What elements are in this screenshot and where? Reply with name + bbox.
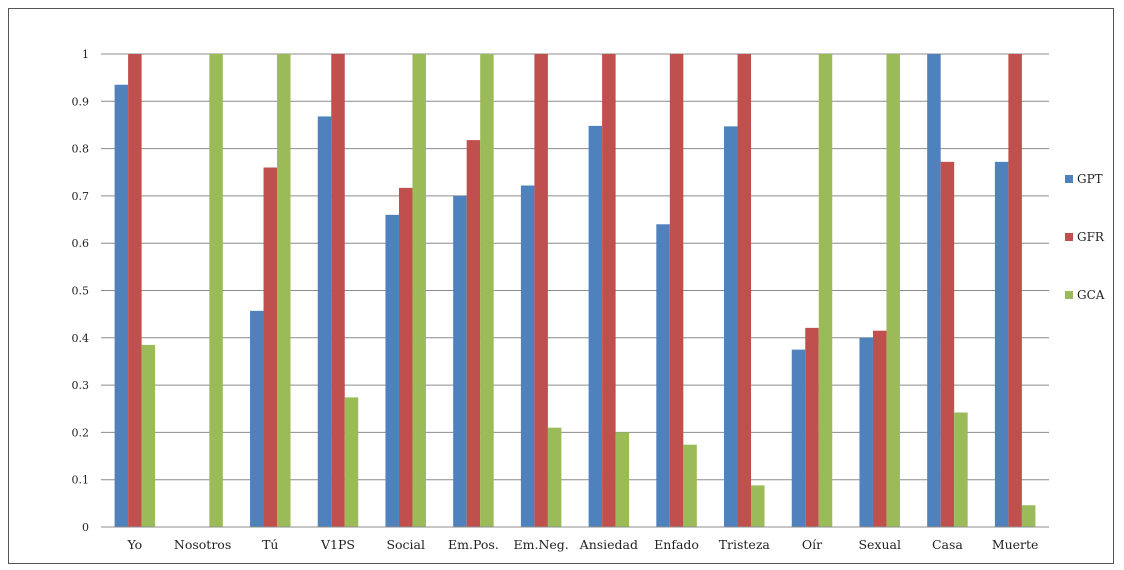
- y-axis-ticks: 0 0.1 0.2 0.3 0.4 0.5 0.6 0.7 0.8 0.9 1: [72, 48, 90, 534]
- bar-gca-0: [141, 344, 156, 527]
- legend-label-gpt: GPT: [1077, 172, 1103, 186]
- legend-swatch-gpt: [1065, 175, 1073, 183]
- bar-chart: 0 0.1 0.2 0.3 0.4 0.5 0.6 0.7 0.8 0.9 1 Yo Nosotros…: [72, 48, 1105, 552]
- bar-gfr-7: [602, 54, 616, 527]
- bar-gpt-4: [385, 214, 399, 527]
- bar-gca-5: [480, 54, 494, 527]
- bar-gfr-9: [737, 54, 752, 527]
- bar-gpt-7: [588, 125, 603, 528]
- bar-gfr-10: [805, 327, 819, 527]
- y-tick-label: 0.7: [72, 190, 90, 203]
- legend-swatch-gca: [1065, 291, 1073, 299]
- bar-gfr-0: [128, 54, 142, 527]
- legend: GPT GFR GCA: [1065, 172, 1105, 302]
- x-tick-label: Nosotros: [174, 537, 231, 552]
- bar-gca-8: [683, 444, 697, 527]
- y-tick-label: 0.3: [72, 379, 90, 392]
- x-tick-label: Muerte: [992, 537, 1039, 552]
- bar-gpt-13: [994, 161, 1009, 527]
- y-tick-label: 0.1: [72, 474, 90, 487]
- bar-gpt-6: [520, 185, 535, 527]
- bar-gca-6: [547, 427, 562, 527]
- bar-gca-12: [954, 412, 968, 527]
- bar-gca-10: [818, 54, 833, 527]
- y-tick-label: 0.9: [72, 95, 90, 108]
- bar-gpt-9: [724, 126, 738, 527]
- bar-gpt-12: [927, 54, 941, 527]
- bar-gca-11: [886, 54, 900, 527]
- bar-gpt-8: [656, 224, 670, 527]
- bar-gca-2: [277, 54, 291, 527]
- y-tick-label: 1: [82, 48, 89, 61]
- x-axis-labels: Yo Nosotros Tú V1PS Social Em.Pos. Em.Neg. Ansi…: [127, 537, 1039, 552]
- x-tick-label: Oír: [802, 537, 822, 552]
- y-tick-label: 0.6: [72, 237, 90, 250]
- bar-gpt-3: [317, 116, 332, 527]
- x-tick-label: V1PS: [320, 537, 355, 552]
- bar-gpt-2: [250, 310, 264, 527]
- y-tick-label: 0.8: [72, 143, 90, 156]
- gridlines: [101, 53, 1049, 481]
- bar-gfr-4: [398, 187, 413, 527]
- bar-gca-7: [615, 432, 630, 527]
- bar-gca-4: [412, 54, 426, 527]
- x-tick-label: Em.Pos.: [448, 537, 499, 552]
- y-tick-label: 0.5: [72, 285, 90, 298]
- x-tick-label: Ansiedad: [579, 537, 638, 552]
- x-tick-label: Yo: [127, 537, 143, 552]
- y-tick-label: 0.2: [72, 426, 90, 439]
- chart-frame: 0 0.1 0.2 0.3 0.4 0.5 0.6 0.7 0.8 0.9 1 Yo Nosotros…: [8, 8, 1114, 564]
- legend-swatch-gfr: [1065, 233, 1073, 241]
- bar-gpt-0: [114, 84, 129, 528]
- x-tick-label: Em.Neg.: [514, 537, 569, 552]
- bar-gca-13: [1021, 505, 1036, 527]
- bar-gfr-5: [466, 140, 481, 527]
- x-tick-label: Social: [386, 537, 425, 552]
- bar-gfr-12: [940, 161, 955, 527]
- bar-gfr-6: [534, 54, 548, 527]
- y-tick-label: 0.4: [72, 332, 90, 345]
- legend-label-gca: GCA: [1077, 288, 1105, 302]
- bar-gfr-11: [872, 330, 887, 527]
- bar-gca-9: [751, 485, 765, 527]
- x-tick-label: Casa: [932, 537, 963, 552]
- x-tick-label: Enfado: [654, 537, 699, 552]
- bar-gfr-8: [669, 54, 684, 527]
- bar-gfr-2: [263, 167, 278, 527]
- x-tick-label: Tristeza: [719, 537, 771, 552]
- bar-gfr-3: [331, 54, 345, 527]
- x-tick-label: Sexual: [858, 537, 901, 552]
- bar-gpt-10: [791, 349, 806, 527]
- bar-gpt-11: [859, 337, 873, 527]
- bar-gpt-5: [453, 195, 467, 527]
- bar-gca-1: [209, 54, 223, 527]
- legend-label-gfr: GFR: [1077, 230, 1105, 244]
- x-tick-label: Tú: [262, 537, 278, 552]
- bars: [114, 54, 1036, 528]
- bar-gca-3: [344, 397, 359, 527]
- bar-gfr-13: [1008, 54, 1022, 527]
- y-tick-label: 0: [82, 521, 89, 534]
